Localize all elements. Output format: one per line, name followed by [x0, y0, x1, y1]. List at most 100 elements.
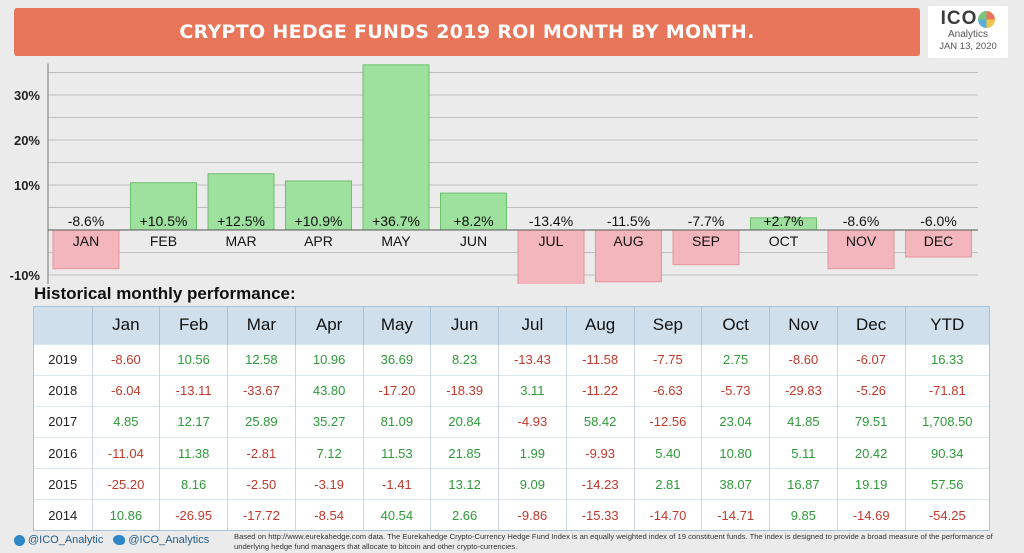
value-cell: 2.75 [701, 343, 770, 376]
logo: ICO Analytics JAN 13, 2020 [928, 6, 1008, 58]
value-cell: 81.09 [363, 405, 432, 438]
value-cell: -71.81 [905, 374, 989, 407]
column-header: Apr [295, 307, 364, 344]
value-cell: 7.12 [295, 436, 364, 469]
value-cell: -2.50 [227, 468, 296, 500]
roi-bar-chart: 30% 20% 10% -10% -8.6% JAN +10.5% FEB +12.5% MAR +… [10, 63, 978, 284]
value-cell: -5.26 [837, 374, 906, 407]
value-cell: 8.16 [159, 468, 228, 500]
value-cell: 36.69 [363, 343, 432, 376]
y-tick-label: 10% [14, 178, 40, 193]
y-tick-label: -10% [10, 268, 41, 283]
table-title: Historical monthly performance: [34, 284, 296, 303]
y-tick-label: 30% [14, 88, 40, 103]
bar [827, 229, 895, 270]
column-header: Oct [701, 307, 770, 344]
value-label: -6.0% [920, 213, 957, 229]
x-tick-label: AUG [613, 233, 643, 249]
value-cell: -13.43 [498, 343, 567, 376]
value-label: -13.4% [529, 213, 573, 229]
value-label: +10.9% [295, 213, 343, 229]
value-cell: 12.17 [159, 405, 228, 438]
value-cell: -29.83 [769, 374, 838, 407]
value-cell: -7.75 [634, 343, 703, 376]
value-cell: 79.51 [837, 405, 906, 438]
value-cell: 3.11 [498, 374, 567, 407]
x-tick-label: DEC [924, 233, 954, 249]
bar [362, 64, 430, 231]
value-cell: -14.70 [634, 499, 703, 530]
column-header: Dec [837, 307, 906, 344]
value-cell: -8.60 [769, 343, 838, 376]
bar [130, 182, 197, 231]
value-cell: -25.20 [92, 468, 161, 500]
year-cell: 2017 [34, 405, 93, 438]
value-cell: 57.56 [905, 468, 989, 500]
bar [517, 229, 585, 284]
value-cell: -5.73 [701, 374, 770, 407]
value-label: -7.7% [688, 213, 725, 229]
performance-table: Jan Feb Mar Apr May Jun Jul Aug Sep Oct Nov Dec YTD … [34, 307, 989, 530]
value-cell: -4.93 [498, 405, 567, 438]
x-tick-label: JUL [539, 233, 564, 249]
value-cell: 5.40 [634, 436, 703, 469]
bar [285, 180, 352, 231]
x-tick-label: SEP [692, 233, 720, 249]
column-header: Jul [498, 307, 567, 344]
value-label: -8.6% [843, 213, 880, 229]
logo-name: Analytics [947, 29, 988, 40]
column-header: Mar [227, 307, 296, 344]
value-cell: 35.27 [295, 405, 364, 438]
year-cell: 2015 [34, 468, 93, 500]
column-header: May [363, 307, 432, 344]
value-cell: 11.53 [363, 436, 432, 469]
telegram-handle[interactable]: @ICO_Analytic [28, 534, 104, 546]
table-row: 2015 -25.20 8.16 -2.50 -3.19 -1.41 13.12 9.09 -1… [34, 468, 989, 500]
table-row: 2017 4.85 12.17 25.89 35.27 81.09 20.84 -4.93 58… [34, 405, 989, 438]
x-tick-label: FEB [150, 233, 177, 249]
year-cell: 2014 [34, 499, 93, 530]
value-cell: 1,708.50 [905, 405, 989, 438]
value-cell: -17.72 [227, 499, 296, 530]
social-footer: @ICO_Analytic @ICO_Analytics [14, 534, 209, 546]
x-tick-label: MAY [381, 233, 411, 249]
value-cell: 20.84 [430, 405, 499, 438]
value-cell: 9.09 [498, 468, 567, 500]
value-cell: -8.60 [92, 343, 161, 376]
column-header: Aug [566, 307, 635, 344]
value-cell: 20.42 [837, 436, 906, 469]
value-label: +12.5% [217, 213, 265, 229]
x-tick-label: NOV [846, 233, 877, 249]
value-cell: 16.33 [905, 343, 989, 376]
value-cell: 9.85 [769, 499, 838, 530]
value-cell: 23.04 [701, 405, 770, 438]
value-cell: -11.04 [92, 436, 161, 469]
value-cell: -18.39 [430, 374, 499, 407]
value-cell: -6.63 [634, 374, 703, 407]
year-cell: 2018 [34, 374, 93, 407]
value-cell: 10.56 [159, 343, 228, 376]
telegram-icon [14, 534, 25, 546]
value-cell: 12.58 [227, 343, 296, 376]
title-banner: CRYPTO HEDGE FUNDS 2019 ROI MONTH BY MON… [14, 8, 920, 56]
year-cell: 2016 [34, 436, 93, 469]
column-header: Jan [92, 307, 161, 344]
value-cell: 10.86 [92, 499, 161, 530]
value-cell: 13.12 [430, 468, 499, 500]
value-cell: -13.11 [159, 374, 228, 407]
column-header: Sep [634, 307, 703, 344]
header-corner [34, 307, 93, 344]
x-tick-label: OCT [769, 233, 799, 249]
value-cell: 16.87 [769, 468, 838, 500]
twitter-handle[interactable]: @ICO_Analytics [128, 534, 210, 546]
value-cell: -8.54 [295, 499, 364, 530]
value-cell: -6.07 [837, 343, 906, 376]
value-cell: 11.38 [159, 436, 228, 469]
value-cell: -17.20 [363, 374, 432, 407]
value-cell: -54.25 [905, 499, 989, 530]
value-cell: 25.89 [227, 405, 296, 438]
bar [672, 229, 740, 266]
value-cell: -6.04 [92, 374, 161, 407]
value-cell: -3.19 [295, 468, 364, 500]
value-cell: 21.85 [430, 436, 499, 469]
